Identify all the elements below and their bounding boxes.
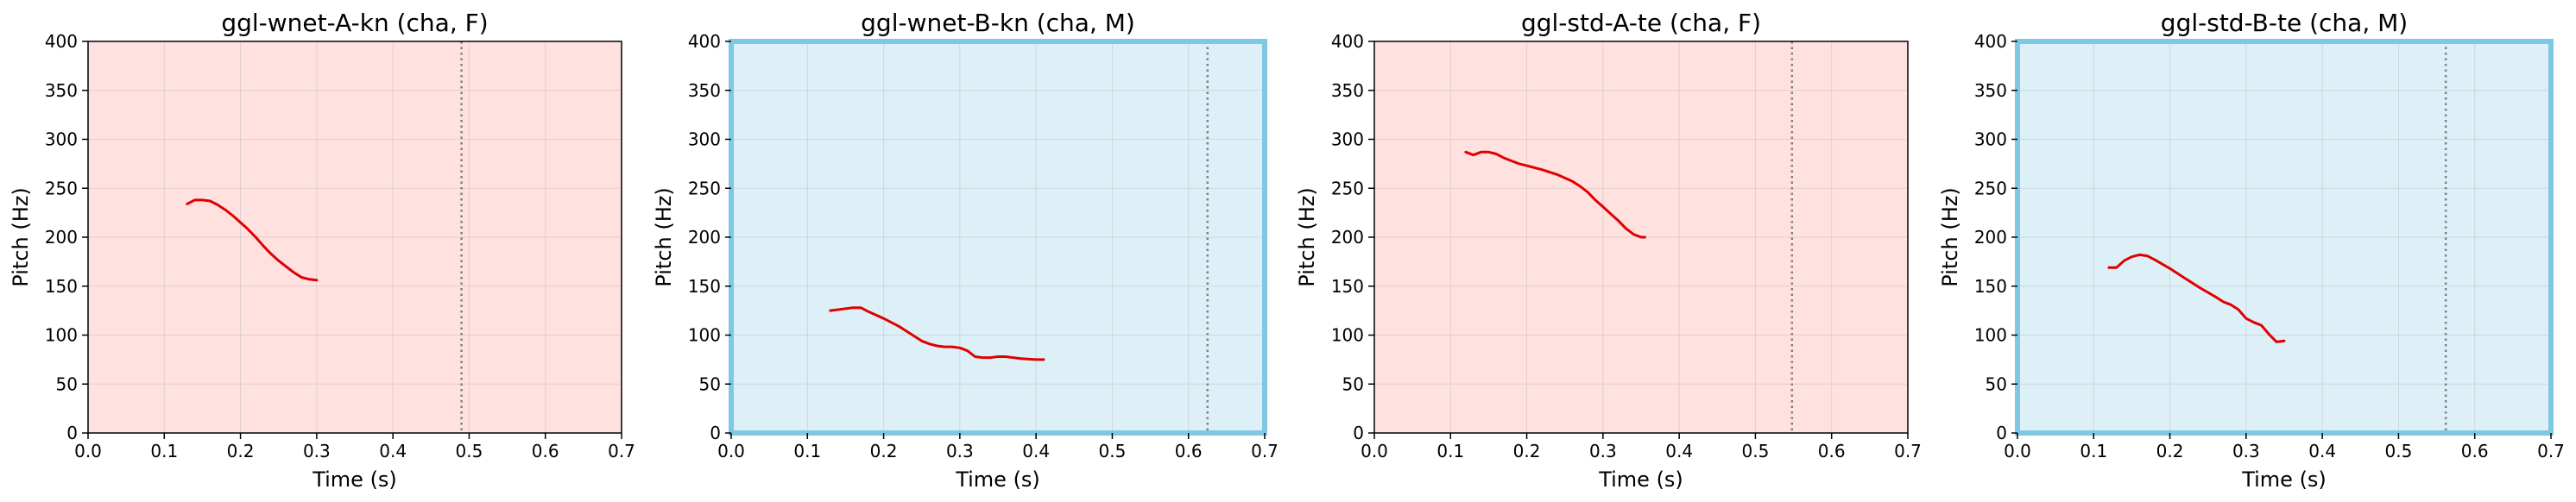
x-tick-label: 0.4	[379, 441, 407, 461]
y-tick-label: 100	[688, 325, 721, 346]
x-tick-label: 0.5	[456, 441, 483, 461]
y-tick-label: 0	[1996, 423, 2007, 443]
y-tick-label: 200	[688, 227, 721, 248]
y-axis-label: Pitch (Hz)	[9, 187, 33, 286]
y-tick-label: 200	[1331, 227, 1364, 248]
y-tick-label: 300	[45, 129, 78, 150]
y-axis-label: Pitch (Hz)	[1295, 187, 1319, 286]
x-tick-label: 0.3	[946, 441, 974, 461]
pitch-series-line	[2107, 253, 2286, 343]
y-tick-label: 250	[45, 178, 78, 198]
y-tick-label: 400	[688, 31, 721, 52]
pitch-series-line	[1464, 150, 1646, 239]
x-tick-label: 0.5	[1742, 441, 1770, 461]
y-tick-label: 100	[1331, 325, 1364, 346]
chart-title: ggl-wnet-B-kn (cha, M)	[861, 9, 1135, 37]
y-tick-label: 250	[1974, 178, 2007, 198]
y-tick-label: 50	[699, 373, 721, 394]
y-axis-label: Pitch (Hz)	[652, 187, 676, 286]
x-tick-label: 0.6	[532, 441, 559, 461]
plot-background	[2017, 41, 2551, 433]
y-tick-label: 150	[45, 276, 78, 297]
plot-background	[88, 41, 622, 433]
x-tick-label: 0.5	[1099, 441, 1127, 461]
x-tick-label: 0.5	[2385, 441, 2413, 461]
x-tick-label: 0.1	[793, 441, 821, 461]
y-tick-label: 350	[688, 80, 721, 101]
x-tick-label: 0.7	[2537, 441, 2565, 461]
x-tick-label: 0.3	[2232, 441, 2260, 461]
x-axis-label: Time (s)	[955, 467, 1040, 492]
x-tick-label: 0.6	[1175, 441, 1203, 461]
y-tick-label: 50	[56, 373, 78, 394]
x-axis-label: Time (s)	[312, 467, 397, 492]
x-tick-label: 0.3	[303, 441, 331, 461]
chart-panel-4: 0.0 0.1 0.2 0.3 0.4 0.5 0.6 0.7 0 50 100 150 200 250 3…	[1938, 9, 2565, 492]
x-tick-label: 0.7	[1251, 441, 1279, 461]
x-tick-label: 0.7	[608, 441, 635, 461]
x-tick-label: 0.1	[2080, 441, 2107, 461]
x-tick-label: 0.0	[2004, 441, 2031, 461]
y-tick-label: 0	[1353, 423, 1364, 443]
y-tick-label: 150	[688, 276, 721, 297]
x-axis-label: Time (s)	[2241, 467, 2327, 492]
x-tick-label: 0.7	[1894, 441, 1922, 461]
y-tick-label: 250	[1331, 178, 1364, 198]
x-tick-label: 0.1	[150, 441, 178, 461]
chart-panel-3: 0.0 0.1 0.2 0.3 0.4 0.5 0.6 0.7 0 50 100 150 200 250 3…	[1295, 9, 1922, 492]
x-tick-label: 0.0	[74, 441, 102, 461]
chart-title: ggl-wnet-A-kn (cha, F)	[221, 9, 488, 37]
y-axis-label: Pitch (Hz)	[1938, 187, 1962, 286]
x-tick-label: 0.3	[1589, 441, 1617, 461]
x-tick-label: 0.1	[1436, 441, 1464, 461]
y-tick-label: 400	[1974, 31, 2007, 52]
y-tick-label: 0	[66, 423, 78, 443]
x-tick-label: 0.6	[2461, 441, 2489, 461]
y-tick-label: 100	[45, 325, 78, 346]
y-tick-label: 300	[1331, 129, 1364, 150]
x-tick-label: 0.2	[870, 441, 898, 461]
x-tick-label: 0.2	[227, 441, 255, 461]
y-tick-label: 400	[45, 31, 78, 52]
y-tick-label: 250	[688, 178, 721, 198]
y-tick-label: 150	[1331, 276, 1364, 297]
y-tick-label: 150	[1974, 276, 2007, 297]
plot-background	[731, 41, 1265, 433]
x-tick-label: 0.4	[1022, 441, 1050, 461]
pitch-series-line	[186, 198, 319, 282]
y-tick-label: 50	[1986, 373, 2007, 394]
y-tick-label: 50	[1342, 373, 1364, 394]
y-tick-label: 200	[1974, 227, 2007, 248]
y-tick-label: 0	[710, 423, 721, 443]
y-tick-label: 300	[688, 129, 721, 150]
x-tick-label: 0.6	[1818, 441, 1846, 461]
y-tick-label: 350	[1331, 80, 1364, 101]
pitch-series-line	[829, 306, 1045, 361]
y-tick-label: 350	[1974, 80, 2007, 101]
x-tick-label: 0.2	[2156, 441, 2184, 461]
y-tick-label: 300	[1974, 129, 2007, 150]
x-tick-label: 0.4	[1665, 441, 1693, 461]
y-tick-label: 200	[45, 227, 78, 248]
x-tick-label: 0.0	[1361, 441, 1388, 461]
chart-panel-1: 0.0 0.1 0.2 0.3 0.4 0.5 0.6 0.7 0 50 100 150 200 250 3…	[9, 9, 635, 492]
chart-title: ggl-std-B-te (cha, M)	[2161, 9, 2408, 37]
y-tick-label: 350	[45, 80, 78, 101]
x-tick-label: 0.4	[2308, 441, 2336, 461]
y-tick-label: 400	[1331, 31, 1364, 52]
chart-title: ggl-std-A-te (cha, F)	[1521, 9, 1761, 37]
x-tick-label: 0.0	[717, 441, 745, 461]
y-tick-label: 100	[1974, 325, 2007, 346]
x-axis-label: Time (s)	[1598, 467, 1683, 492]
x-tick-label: 0.2	[1513, 441, 1541, 461]
chart-panel-2: 0.0 0.1 0.2 0.3 0.4 0.5 0.6 0.7 0 50 100 150 200 250 3…	[652, 9, 1279, 492]
